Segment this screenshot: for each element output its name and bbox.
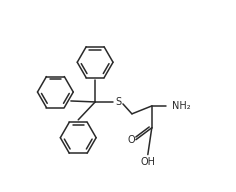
Text: S: S: [115, 97, 121, 107]
Text: OH: OH: [140, 156, 155, 166]
Text: NH₂: NH₂: [172, 101, 190, 111]
Text: O: O: [127, 135, 135, 145]
